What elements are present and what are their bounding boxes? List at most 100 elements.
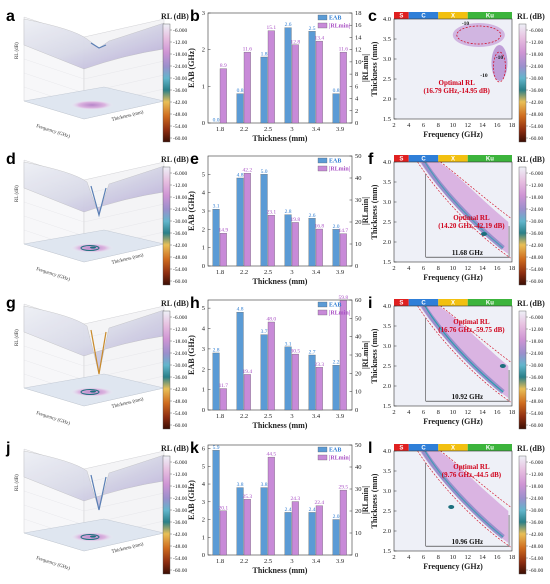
heat-3-colorbar-tick: -42.00 <box>529 532 543 538</box>
y-tick-left: 6 <box>202 446 206 453</box>
x-tick-label: 3.9 <box>336 126 344 133</box>
x-tick-label: 1.8 <box>216 558 224 565</box>
y-tick-right: 30 <box>355 486 362 493</box>
y-tick-left: 4 <box>202 326 206 333</box>
y-axis-label-right: |RLmin| <box>361 197 370 225</box>
x-tick-label: 4 <box>407 409 411 416</box>
bar-eab <box>284 512 292 556</box>
bar-value-label: 5.0 <box>261 169 268 175</box>
heat-3-colorbar-tick: -18.00 <box>529 484 543 490</box>
x-tick-label: 6 <box>422 554 426 561</box>
optimal-point <box>499 364 506 368</box>
surface-2-colorbar-tick: -30.00 <box>173 363 187 369</box>
surface-0-colorbar-tick: -12.00 <box>173 40 187 46</box>
x-tick-label: 1.8 <box>216 269 224 276</box>
heat-1-colorbar-tick: -18.00 <box>529 195 543 201</box>
x-tick-label: 8 <box>437 265 440 272</box>
heat-1-colorbar-title: RL (dB) <box>517 155 545 164</box>
surface-3-colorbar-tick: -60.00 <box>173 568 187 574</box>
surface-z-label: RL (dB) <box>15 474 20 491</box>
heat-1-colorbar: RL (dB) -6.000 -12.00 -18.00 -24.00 -30.00 -36… <box>517 155 545 286</box>
y-tick-label: 3.0 <box>383 343 391 350</box>
bar-value-label: 0.8 <box>237 88 244 94</box>
bar-value-label: 19.4 <box>242 369 252 375</box>
bar-rlmin <box>219 510 227 556</box>
floor-contour-core <box>90 390 96 393</box>
heat-2-colorbar-tick: -6.000 <box>529 315 543 321</box>
legend-label: |RLmin| <box>329 24 350 30</box>
bar-legend: EAB |RLmin| <box>317 14 350 30</box>
bar-value-label: 14.7 <box>338 228 348 234</box>
contour-label: -10 <box>462 21 470 27</box>
y-tick-label: 3.0 <box>383 56 391 63</box>
surface-y-label: Thickness (mm) <box>111 110 144 123</box>
x-tick-label: 14 <box>479 122 486 129</box>
bar-value-label: 3.1 <box>213 204 220 210</box>
bar-value-label: 15.1 <box>266 25 276 31</box>
y-axis-label: Thickness (mm) <box>370 41 379 96</box>
y-tick-right: 18 <box>355 10 362 17</box>
panel-label-k: k <box>190 440 199 457</box>
y-axis-label-right: |RLmin| <box>361 54 370 82</box>
surface-1-colorbar-scale <box>162 166 171 286</box>
x-tick-label: 14 <box>479 554 486 561</box>
x-tick-label: 2.2 <box>240 413 248 420</box>
y-axis-label-left: EAB (GHz) <box>187 48 196 88</box>
x-tick-label: 10 <box>450 554 457 561</box>
bar-plot-frame <box>207 155 353 267</box>
heat-3-colorbar: RL (dB) -6.000 -12.00 -18.00 -24.00 -30.00 -36… <box>517 444 545 575</box>
surface-plot-g: RL (dB) Frequency (GHz) Thickness (mm) RL (… <box>15 299 189 430</box>
bar-rlmin <box>267 321 275 411</box>
effective-bandwidth-label: 10.92 GHz <box>452 393 484 401</box>
x-tick-label: 2.5 <box>264 413 272 420</box>
bar-value-label: 0.0 <box>213 118 220 124</box>
band-label: S <box>399 14 403 20</box>
y-tick-right: 10 <box>355 59 362 66</box>
bar-value-label: 5.9 <box>213 445 220 451</box>
surface-plot-d: RL (dB) Frequency (GHz) Thickness (mm) RL (… <box>15 155 189 286</box>
y-tick-left: 2 <box>202 47 205 54</box>
surface-0-colorbar-tick: -42.00 <box>173 100 187 106</box>
x-axis-label: Thickness (mm) <box>253 277 308 286</box>
y-tick-label: 2.5 <box>383 76 391 83</box>
y-tick-left: 5 <box>202 305 205 312</box>
surface-3-colorbar: RL (dB) -6.000 -12.00 -18.00 -24.00 -30.00 -36… <box>161 444 189 575</box>
legend-swatch <box>317 309 328 316</box>
y-tick-left: 1 <box>202 83 205 90</box>
bar-chart-k: 0 1 2 3 4 5 6 0 10 20 30 40 50 EAB (GHz) |RLmin| Thickn… <box>187 442 370 575</box>
bar-value-label: 4.8 <box>237 173 244 179</box>
optimal-annotation: (16.79 GHz,-14.95 dB) <box>424 87 491 95</box>
y-axis-label-left: EAB (GHz) <box>187 335 196 375</box>
legend-label: |RLmin| <box>329 167 350 173</box>
surface-1-colorbar-tick: -36.00 <box>173 231 187 237</box>
heatmap-frame <box>393 18 513 120</box>
bar-value-label: 23.1 <box>266 210 276 216</box>
bar-rlmin <box>339 233 347 267</box>
surface-1-colorbar-tick: -18.00 <box>173 195 187 201</box>
heat-1-colorbar-tick: -42.00 <box>529 243 543 249</box>
bar-value-label: 2.0 <box>333 224 340 230</box>
surface-3-colorbar-scale <box>162 455 171 575</box>
heat-0-colorbar-tick: -60.00 <box>529 136 543 142</box>
surface-plot-a: RL (dB) Frequency (GHz) Thickness (mm) RL (… <box>15 12 189 143</box>
bar-value-label: 19.8 <box>290 217 300 223</box>
y-tick-left: 2 <box>202 517 205 524</box>
y-tick-right: 0 <box>355 120 358 127</box>
band-C <box>408 155 439 162</box>
y-tick-right: 40 <box>355 175 362 182</box>
x-tick-label: 8 <box>437 554 440 561</box>
y-tick-label: 2.5 <box>383 508 391 515</box>
y-tick-right: 50 <box>355 315 362 322</box>
bar-value-label: 25.3 <box>242 494 252 500</box>
surface-2-colorbar-tick: -36.00 <box>173 375 187 381</box>
bar-value-label: 4.8 <box>237 307 244 313</box>
heat-1-colorbar-tick: -24.00 <box>529 207 543 213</box>
floor-contour-core <box>90 535 96 538</box>
surface-3-colorbar-title: RL (dB) <box>161 444 189 453</box>
bar-value-label: 12.8 <box>290 39 300 45</box>
bar-rlmin <box>291 353 299 411</box>
surface-2-colorbar-tick: -12.00 <box>173 327 187 333</box>
bar-value-label: 3.8 <box>261 482 268 488</box>
x-tick-label: 2.2 <box>240 126 248 133</box>
